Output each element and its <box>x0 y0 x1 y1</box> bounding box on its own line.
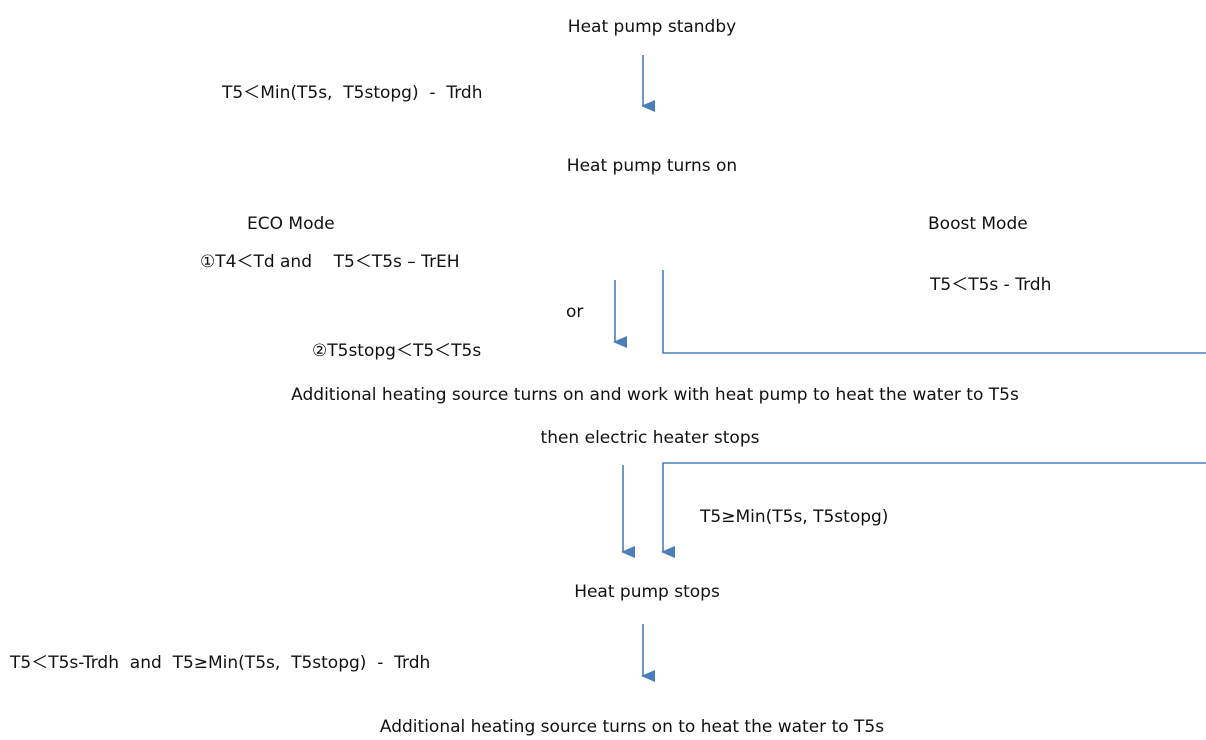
condition: T5＜T5s-Trdh and T5≥Min(T5s, T5stopg) - T… <box>9 653 430 673</box>
connector <box>662 270 1206 354</box>
node: Heat pump stops <box>574 582 720 602</box>
mode: ECO Mode <box>247 214 335 234</box>
condition: T5＜Min(T5s, T5stopg) - Trdh <box>221 83 483 103</box>
condition: ②T5stopg＜T5＜T5s <box>312 341 481 361</box>
node: Heat pump standby <box>568 17 736 37</box>
condition: ①T4＜Td and T5＜T5s – TrEH <box>200 252 460 272</box>
condition: T5＜T5s - Trdh <box>929 275 1051 295</box>
node: Additional heating source turns on to he… <box>380 717 884 737</box>
connector <box>661 462 1206 558</box>
node: then electric heater stops <box>541 428 760 448</box>
mode: Boost Mode <box>928 214 1028 234</box>
condition: T5≥Min(T5s, T5stopg) <box>699 507 888 527</box>
condition: or <box>566 302 583 322</box>
node: Additional heating source turns on and w… <box>291 385 1019 405</box>
node: Heat pump turns on <box>567 156 737 176</box>
